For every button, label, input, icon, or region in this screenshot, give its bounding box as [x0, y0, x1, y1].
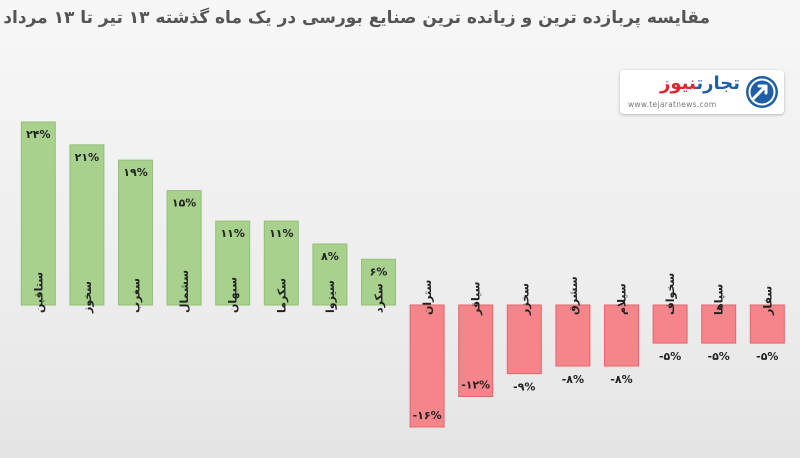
bar-سپاها — [701, 304, 737, 344]
data-label: ۱۹% — [123, 166, 147, 179]
data-label: -۱۲% — [461, 379, 490, 392]
data-label: ۱۱% — [269, 227, 293, 240]
brand-url: www.tejaratnews.com — [628, 100, 717, 109]
category-label: سپاها — [713, 284, 726, 315]
category-label: سیاقر — [470, 282, 483, 316]
bar-سخواف — [652, 304, 688, 344]
bar-سفار — [749, 304, 785, 344]
category-label: سشمال — [178, 270, 191, 313]
bar-سخزر — [506, 304, 542, 375]
data-label: ۸% — [321, 250, 339, 263]
category-label: سبهان — [227, 277, 240, 313]
data-label: ۲۴% — [26, 128, 50, 141]
bar-سغرب — [118, 159, 153, 306]
category-label: ستران — [421, 280, 434, 315]
data-label: -۹% — [513, 381, 535, 394]
bar-سکرما — [263, 220, 299, 306]
data-label: -۵% — [756, 350, 778, 363]
category-label: سخزر — [518, 283, 531, 316]
category-label: سکرد — [373, 283, 386, 313]
category-label: سیلام — [616, 283, 629, 315]
bar-سخوز — [69, 144, 105, 306]
category-label: سشرق — [567, 276, 580, 315]
chart-title: مقایسه پربازده ترین و زیانده ترین صنایع … — [3, 8, 710, 28]
category-label: سفار — [761, 286, 774, 316]
category-label: سکرما — [275, 278, 288, 313]
category-label: سغرب — [130, 278, 143, 313]
data-label: -۱۶% — [413, 409, 442, 422]
bar-سیلام — [604, 304, 639, 367]
data-label: -۵% — [708, 350, 730, 363]
bar-سیاقر — [458, 304, 494, 397]
data-label: ۶% — [370, 265, 388, 278]
bar-سشرق — [555, 304, 591, 367]
data-label: -۸% — [610, 373, 632, 386]
rising-arrow-circle-icon — [746, 76, 778, 108]
category-label: سخوز — [81, 281, 94, 314]
category-label: ستاقین — [32, 272, 45, 313]
bar-ستران — [409, 304, 445, 428]
category-label: سخواف — [664, 273, 677, 315]
bar-ستاقین — [20, 121, 56, 306]
brand-name-part1: تجارت — [696, 73, 740, 94]
bar-سبهان — [215, 220, 251, 306]
bar-سشمال — [166, 190, 202, 306]
bar-سیزوا — [312, 243, 348, 306]
brand-name: تجارتنیوز — [660, 73, 740, 94]
data-label: ۲۱% — [75, 151, 99, 164]
data-label: -۵% — [659, 350, 681, 363]
data-label: ۱۱% — [220, 227, 244, 240]
data-label: ۱۵% — [172, 197, 196, 210]
brand-name-part2: نیوز — [660, 73, 697, 94]
data-label: -۸% — [562, 373, 584, 386]
category-label: سیزوا — [324, 280, 337, 313]
brand-logo: تجارتنیوز www.tejaratnews.com — [620, 70, 784, 114]
bar-سکرد — [361, 258, 396, 306]
